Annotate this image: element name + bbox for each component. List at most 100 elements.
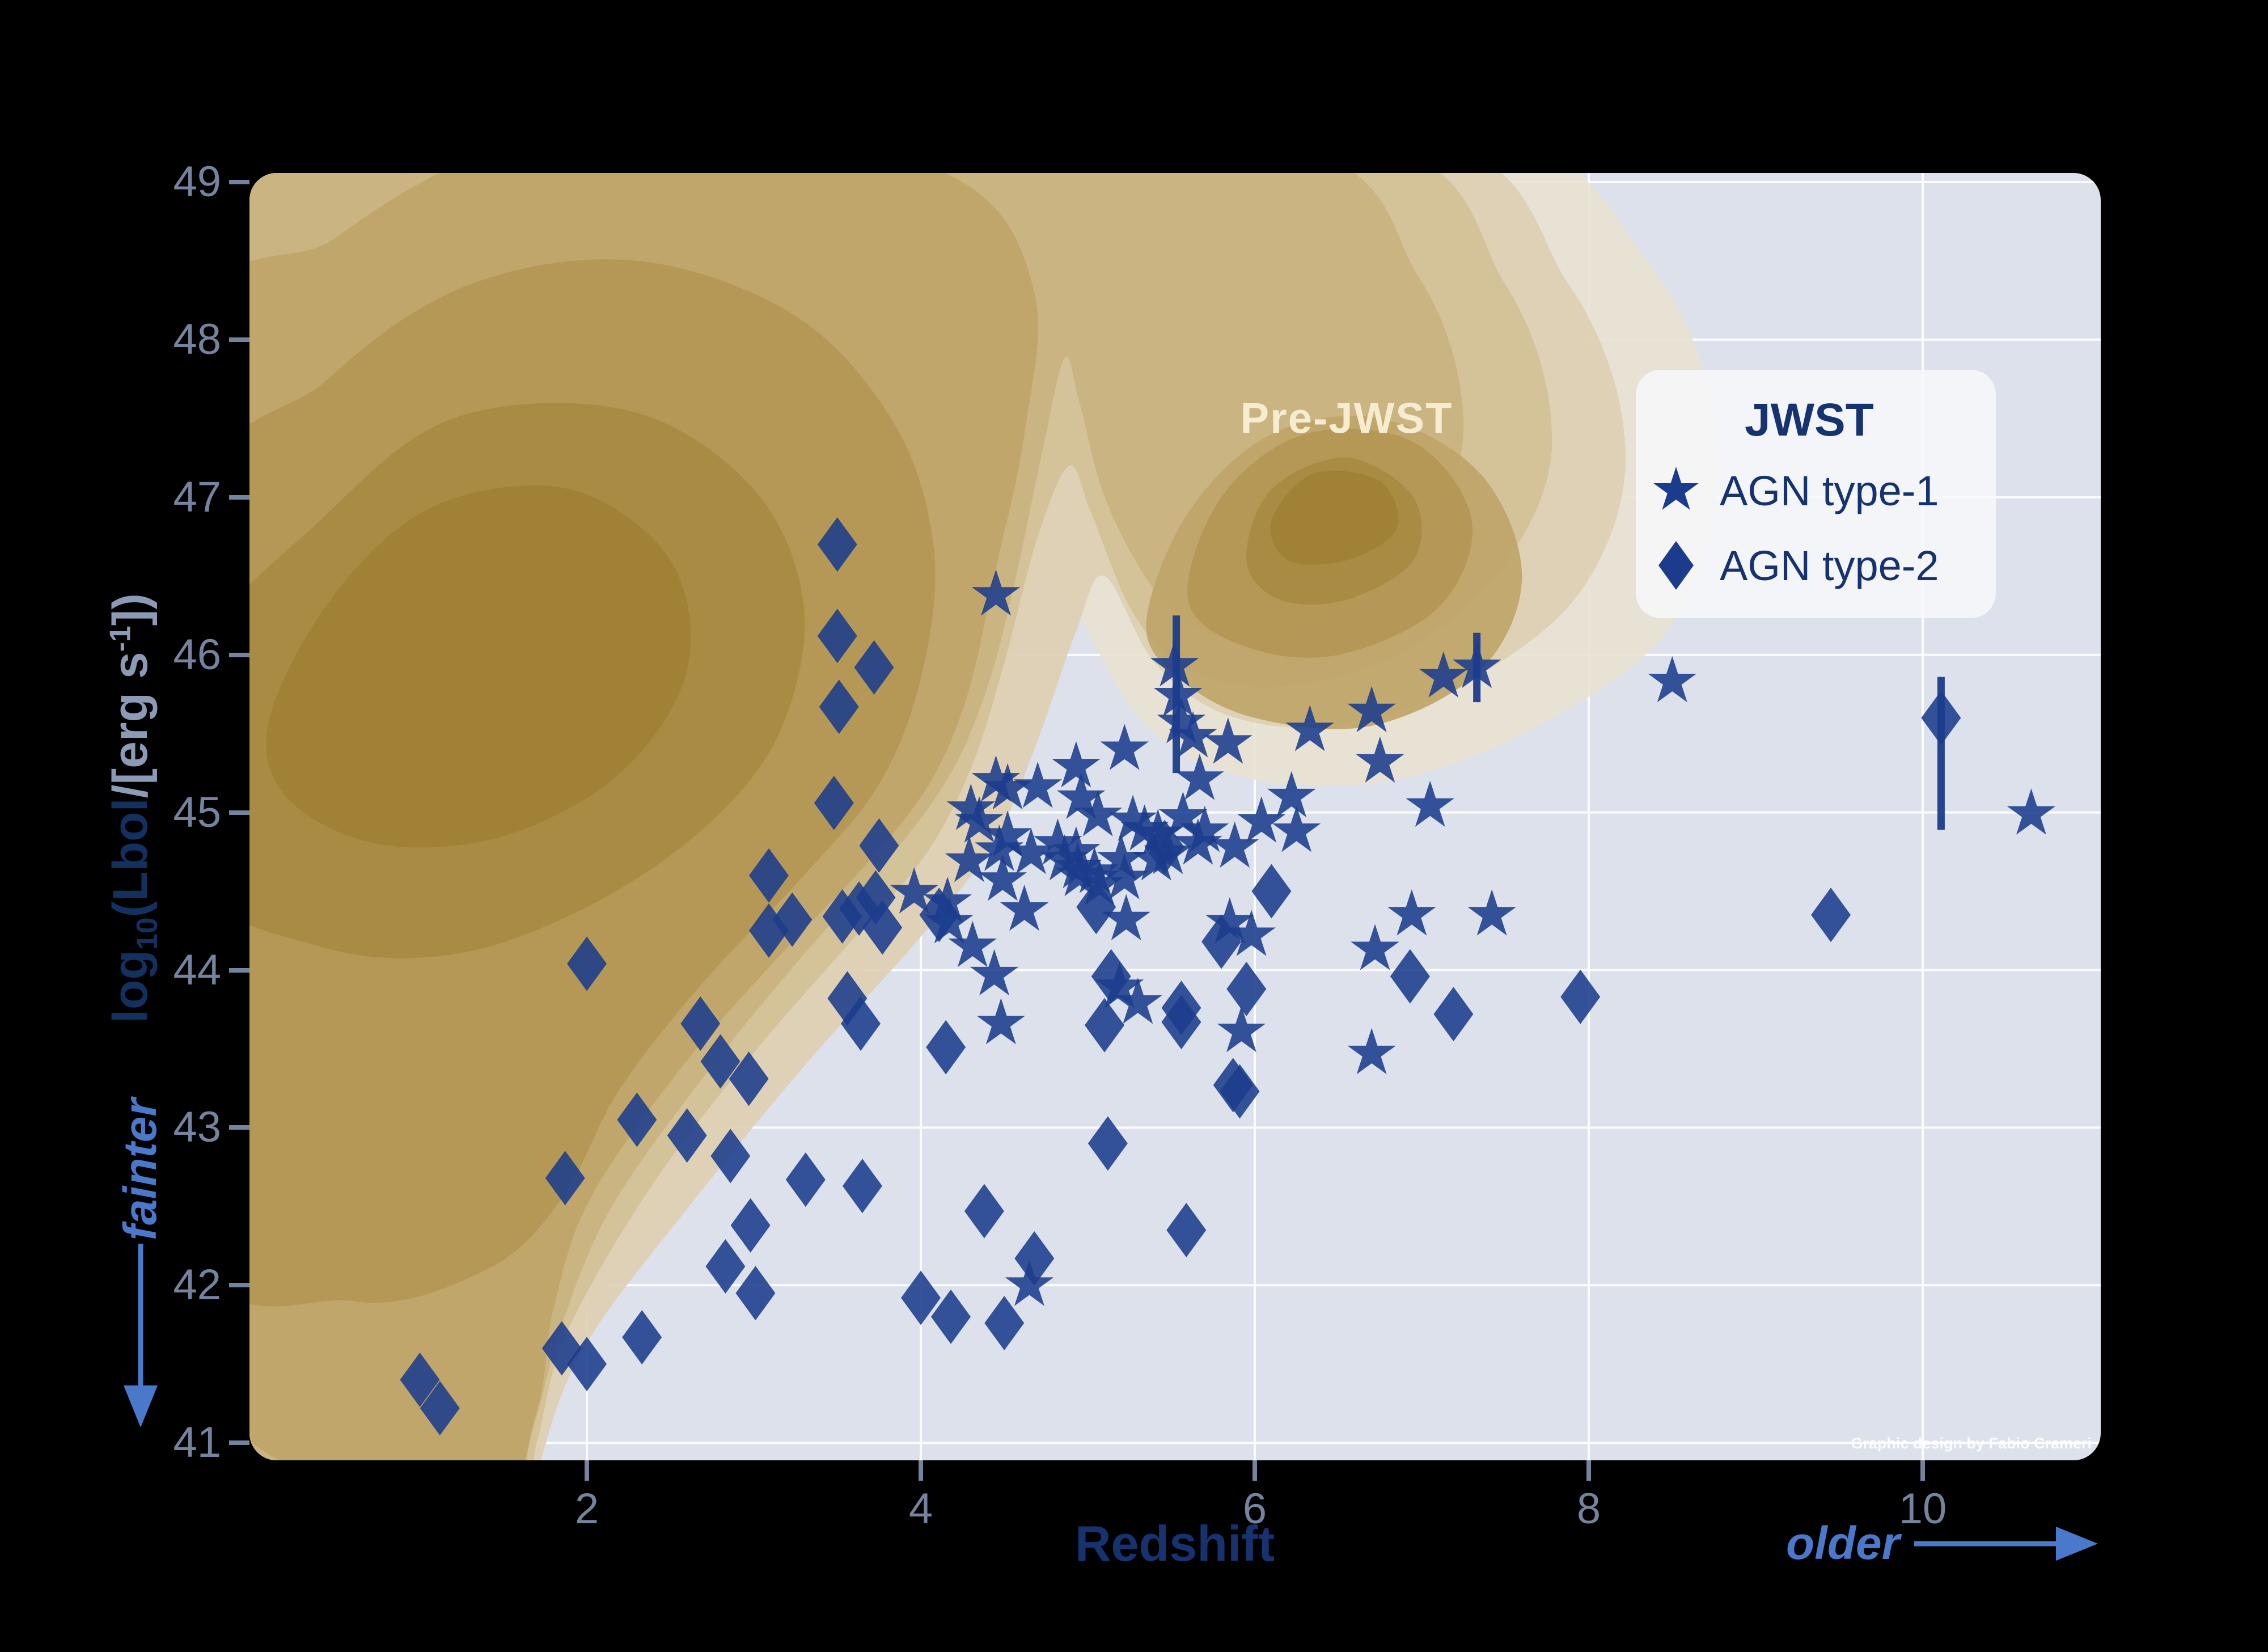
diamond-marker bbox=[749, 848, 789, 903]
pre-jwst-label: Pre-JWST bbox=[1240, 394, 1453, 443]
x-tick-label: 2 bbox=[574, 1485, 599, 1533]
star-marker bbox=[1157, 697, 1206, 743]
star-marker bbox=[1108, 795, 1157, 841]
y-tick-mark bbox=[229, 652, 249, 657]
star-marker bbox=[1169, 711, 1217, 758]
y-tick-mark bbox=[229, 967, 249, 973]
legend-item-agn-type-2: AGN type-2 bbox=[1651, 540, 1939, 591]
diamond-marker bbox=[862, 900, 903, 955]
x-tick-label: 4 bbox=[908, 1485, 933, 1533]
star-marker bbox=[1150, 640, 1199, 687]
diamond-marker bbox=[901, 1270, 941, 1325]
diamond-marker bbox=[400, 1353, 440, 1408]
diamond-marker bbox=[1560, 969, 1601, 1024]
x-tick-label: 10 bbox=[1898, 1485, 1947, 1533]
y-axis-title-light-part: /[erg s-1]) bbox=[103, 593, 158, 798]
star-marker bbox=[1227, 910, 1276, 956]
diamond-marker bbox=[705, 1239, 746, 1294]
x-tick-mark bbox=[1920, 1460, 1925, 1481]
star-marker bbox=[1467, 889, 1516, 936]
contour-level bbox=[266, 485, 691, 848]
star-marker bbox=[955, 796, 1004, 843]
y-tick-label: 44 bbox=[173, 945, 221, 994]
diamond-marker bbox=[680, 996, 721, 1051]
star-marker bbox=[1033, 818, 1082, 865]
star-marker bbox=[1204, 717, 1253, 764]
diamond-marker bbox=[545, 1151, 585, 1206]
y-tick-mark bbox=[229, 810, 249, 815]
diamond-marker bbox=[667, 1108, 707, 1163]
star-marker bbox=[975, 825, 1024, 871]
y-axis-title-dark-part: log10(Lbol bbox=[103, 798, 164, 1023]
star-marker bbox=[1237, 796, 1286, 843]
y-tick-label: 41 bbox=[173, 1418, 221, 1467]
diamond-marker bbox=[730, 1198, 771, 1253]
x-axis-title: Redshift bbox=[1075, 1515, 1275, 1571]
diamond-marker bbox=[1251, 864, 1292, 919]
star-marker bbox=[1053, 842, 1102, 889]
star-marker bbox=[2007, 788, 2056, 835]
star-marker bbox=[1285, 705, 1334, 751]
diamond-marker bbox=[817, 517, 857, 572]
y-tick-label: 47 bbox=[173, 472, 221, 521]
fainter-down-arrow-icon bbox=[124, 1244, 158, 1427]
star-marker bbox=[1052, 741, 1101, 788]
star-marker bbox=[983, 763, 1032, 810]
x-tick-mark bbox=[1586, 1460, 1591, 1481]
diamond-marker bbox=[840, 996, 881, 1051]
contour-level bbox=[1270, 470, 1399, 565]
star-marker bbox=[1205, 897, 1254, 944]
y-tick-label: 48 bbox=[173, 315, 221, 364]
diamond-marker bbox=[567, 1337, 607, 1392]
diamond-marker bbox=[1091, 949, 1131, 1004]
legend-title: JWST bbox=[1745, 394, 1874, 446]
diamond-marker bbox=[710, 1129, 751, 1184]
diamond-marker bbox=[814, 775, 854, 830]
diamond-marker bbox=[842, 1159, 882, 1214]
diamond-marker bbox=[1201, 914, 1242, 969]
diamond-marker bbox=[1161, 995, 1201, 1050]
y-tick-mark bbox=[229, 495, 249, 500]
star-marker bbox=[945, 835, 994, 882]
diamond-marker bbox=[1084, 998, 1124, 1053]
star-marker bbox=[1406, 780, 1454, 827]
star-marker bbox=[1175, 754, 1224, 800]
diamond-marker bbox=[1390, 949, 1430, 1004]
diamond-marker bbox=[567, 936, 607, 991]
star-marker bbox=[1272, 805, 1321, 852]
star-icon bbox=[1653, 467, 1699, 510]
y-tick-mark bbox=[229, 1440, 249, 1446]
y-tick-mark bbox=[229, 337, 249, 342]
diamond-marker bbox=[1014, 1231, 1055, 1286]
diamond-marker bbox=[772, 892, 813, 947]
diamond-marker bbox=[984, 1295, 1025, 1350]
star-marker bbox=[1452, 641, 1501, 688]
diamond-marker bbox=[1166, 1203, 1207, 1258]
star-marker bbox=[1347, 1028, 1396, 1075]
diamond-marker bbox=[819, 679, 859, 734]
scatter-markers bbox=[400, 517, 2056, 1436]
star-marker bbox=[1347, 686, 1396, 733]
diamond-marker bbox=[617, 1092, 657, 1147]
star-marker bbox=[890, 867, 938, 914]
diamond-marker bbox=[931, 1289, 971, 1344]
star-marker bbox=[1000, 884, 1049, 931]
diamond-marker bbox=[817, 609, 857, 664]
star-marker bbox=[971, 755, 1021, 802]
star-marker bbox=[1158, 791, 1208, 838]
diamond-marker bbox=[1921, 690, 1961, 745]
fainter-hint-label: fainter bbox=[115, 1098, 166, 1241]
diamond-marker bbox=[1433, 987, 1474, 1042]
y-tick-mark bbox=[229, 1125, 249, 1130]
older-hint-label: older bbox=[1786, 1518, 1900, 1569]
y-tick-label: 45 bbox=[173, 788, 221, 836]
diamond-marker bbox=[785, 1152, 826, 1207]
star-marker bbox=[1267, 771, 1316, 818]
legend: JWST AGN type-1 AGN type-2 bbox=[1636, 370, 1996, 618]
diamond-marker bbox=[919, 888, 959, 943]
star-marker bbox=[1070, 847, 1119, 893]
star-marker bbox=[1648, 656, 1696, 703]
star-marker bbox=[1351, 924, 1399, 970]
y-tick-label: 49 bbox=[173, 158, 221, 206]
